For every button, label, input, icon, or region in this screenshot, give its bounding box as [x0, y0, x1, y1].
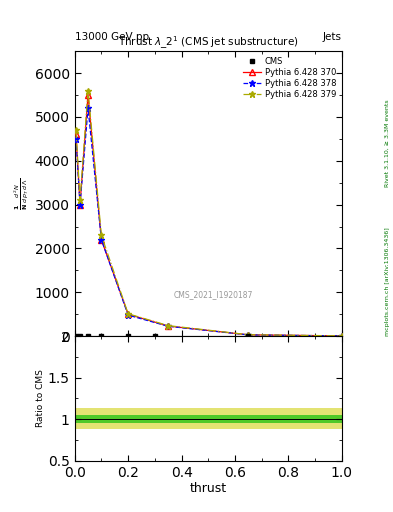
- Pythia 6.428 370: [166, 323, 171, 329]
- Pythia 6.428 379: [73, 127, 78, 133]
- Pythia 6.428 378: [73, 136, 78, 142]
- Text: CMS_2021_I1920187: CMS_2021_I1920187: [174, 290, 253, 299]
- Pythia 6.428 379: [166, 323, 171, 329]
- Pythia 6.428 378: [340, 333, 344, 339]
- Pythia 6.428 370: [99, 237, 104, 243]
- Pythia 6.428 378: [126, 312, 130, 318]
- Legend: CMS, Pythia 6.428 370, Pythia 6.428 378, Pythia 6.428 379: CMS, Pythia 6.428 370, Pythia 6.428 378,…: [241, 55, 338, 101]
- CMS: [99, 333, 104, 339]
- Pythia 6.428 378: [78, 202, 83, 208]
- Pythia 6.428 378: [246, 332, 251, 338]
- Pythia 6.428 379: [340, 333, 344, 339]
- Line: Pythia 6.428 378: Pythia 6.428 378: [73, 105, 345, 339]
- X-axis label: thrust: thrust: [190, 482, 227, 496]
- Text: 13000 GeV pp: 13000 GeV pp: [75, 32, 149, 42]
- Title: Thrust $\lambda\_2^1$ (CMS jet substructure): Thrust $\lambda\_2^1$ (CMS jet substruct…: [118, 35, 299, 51]
- Pythia 6.428 378: [99, 237, 104, 243]
- Pythia 6.428 378: [166, 323, 171, 329]
- Line: Pythia 6.428 379: Pythia 6.428 379: [73, 87, 345, 339]
- CMS: [73, 333, 78, 339]
- CMS: [246, 333, 251, 339]
- Y-axis label: $\mathbf{\frac{1}{N}}\,\frac{d^2N}{d\,p_T\,d\,\mathrm{\Lambda}}$: $\mathbf{\frac{1}{N}}\,\frac{d^2N}{d\,p_…: [12, 178, 31, 210]
- Pythia 6.428 378: [86, 105, 90, 111]
- Pythia 6.428 370: [340, 333, 344, 339]
- Pythia 6.428 379: [78, 197, 83, 203]
- Pythia 6.428 379: [99, 232, 104, 239]
- Y-axis label: Ratio to CMS: Ratio to CMS: [36, 370, 45, 428]
- Pythia 6.428 370: [78, 202, 83, 208]
- CMS: [86, 333, 90, 339]
- Line: CMS: CMS: [73, 333, 251, 338]
- Text: Rivet 3.1.10, ≥ 3.3M events: Rivet 3.1.10, ≥ 3.3M events: [385, 99, 390, 187]
- Pythia 6.428 370: [126, 311, 130, 317]
- Line: Pythia 6.428 370: Pythia 6.428 370: [73, 92, 345, 339]
- Text: Jets: Jets: [323, 32, 342, 42]
- Pythia 6.428 370: [86, 92, 90, 98]
- CMS: [152, 333, 157, 339]
- Pythia 6.428 379: [126, 311, 130, 317]
- Text: mcplots.cern.ch [arXiv:1306.3436]: mcplots.cern.ch [arXiv:1306.3436]: [385, 227, 390, 336]
- Pythia 6.428 370: [246, 332, 251, 338]
- Pythia 6.428 370: [73, 132, 78, 138]
- CMS: [126, 333, 130, 339]
- Pythia 6.428 379: [246, 332, 251, 338]
- Pythia 6.428 379: [86, 88, 90, 94]
- CMS: [78, 333, 83, 339]
